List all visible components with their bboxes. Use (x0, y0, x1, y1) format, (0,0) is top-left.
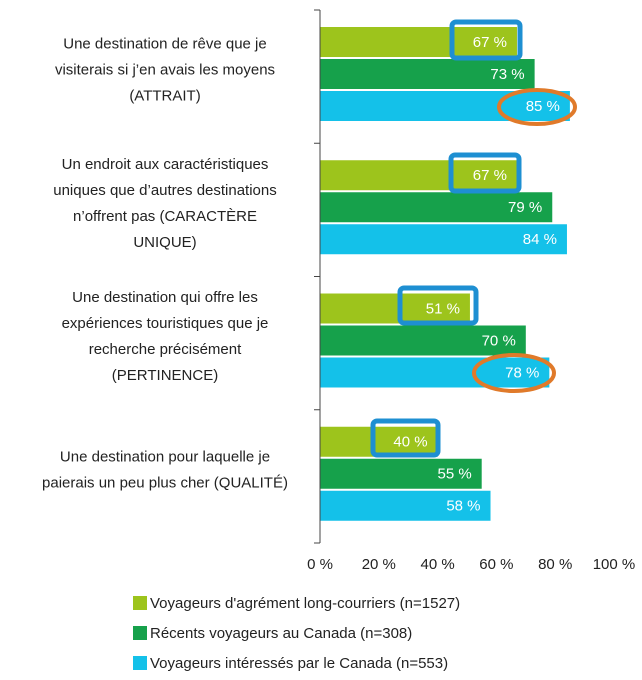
highlight-box (448, 152, 522, 194)
highlight-ellipse (472, 353, 556, 393)
category-label: visiterais si j’en avais les moyens (55, 62, 275, 79)
category-label: expériences touristiques que je (62, 315, 269, 332)
x-tick-label: 40 % (420, 556, 454, 573)
value-label: 55 % (437, 466, 471, 483)
bar (320, 458, 482, 489)
bar (320, 59, 535, 89)
legend-swatch (133, 626, 147, 640)
bar (320, 91, 570, 121)
bar (320, 192, 553, 223)
highlight-ellipse (497, 88, 577, 126)
category-label: uniques que d’autres destinations (53, 182, 277, 199)
x-tick-label: 20 % (362, 556, 396, 573)
legend-label: Voyageurs intéressés par le Canada (n=55… (150, 655, 448, 672)
legend-label: Récents voyageurs au Canada (n=308) (150, 625, 412, 642)
category-label: paierais un peu plus cher (QUALITÉ) (42, 474, 288, 491)
bar (320, 160, 517, 191)
category-label: Une destination pour laquelle je (60, 448, 270, 465)
legend-label: Voyageurs d'agrément long-courriers (n=1… (150, 595, 460, 612)
highlights (370, 19, 577, 458)
x-tick-label: 0 % (307, 556, 333, 573)
highlight-box (397, 285, 479, 326)
bar (320, 224, 567, 255)
bar (320, 293, 470, 324)
value-label: 58 % (446, 498, 480, 515)
x-tick-label: 80 % (538, 556, 572, 573)
value-label: 73 % (490, 66, 524, 83)
category-label: (PERTINENCE) (112, 367, 218, 384)
value-label: 67 % (473, 34, 507, 51)
highlight-box (370, 418, 441, 458)
bar (320, 357, 550, 388)
bar (320, 490, 491, 521)
category-label: Une destination qui offre les (72, 289, 258, 306)
x-tick-label: 60 % (479, 556, 513, 573)
value-label: 78 % (505, 364, 539, 381)
value-label: 85 % (526, 98, 560, 115)
bar (320, 426, 438, 457)
x-tick-label: 100 % (593, 556, 636, 573)
highlight-box (449, 19, 523, 61)
bar (320, 325, 526, 356)
category-label: (ATTRAIT) (129, 88, 200, 105)
category-label: UNIQUE) (133, 234, 196, 251)
value-label: 67 % (473, 167, 507, 184)
value-label: 84 % (523, 231, 557, 248)
category-label: recherche précisément (89, 341, 242, 358)
category-label: n’offrent pas (CARACTÈRE (73, 208, 257, 225)
value-label: 79 % (508, 199, 542, 216)
value-label: 40 % (393, 434, 427, 451)
category-label: Une destination de rêve que je (63, 36, 266, 53)
value-label: 70 % (482, 332, 516, 349)
legend-swatch (133, 596, 147, 610)
category-label: Un endroit aux caractéristiques (62, 156, 269, 173)
bar (320, 27, 517, 57)
legend-swatch (133, 656, 147, 670)
value-label: 51 % (426, 300, 460, 317)
